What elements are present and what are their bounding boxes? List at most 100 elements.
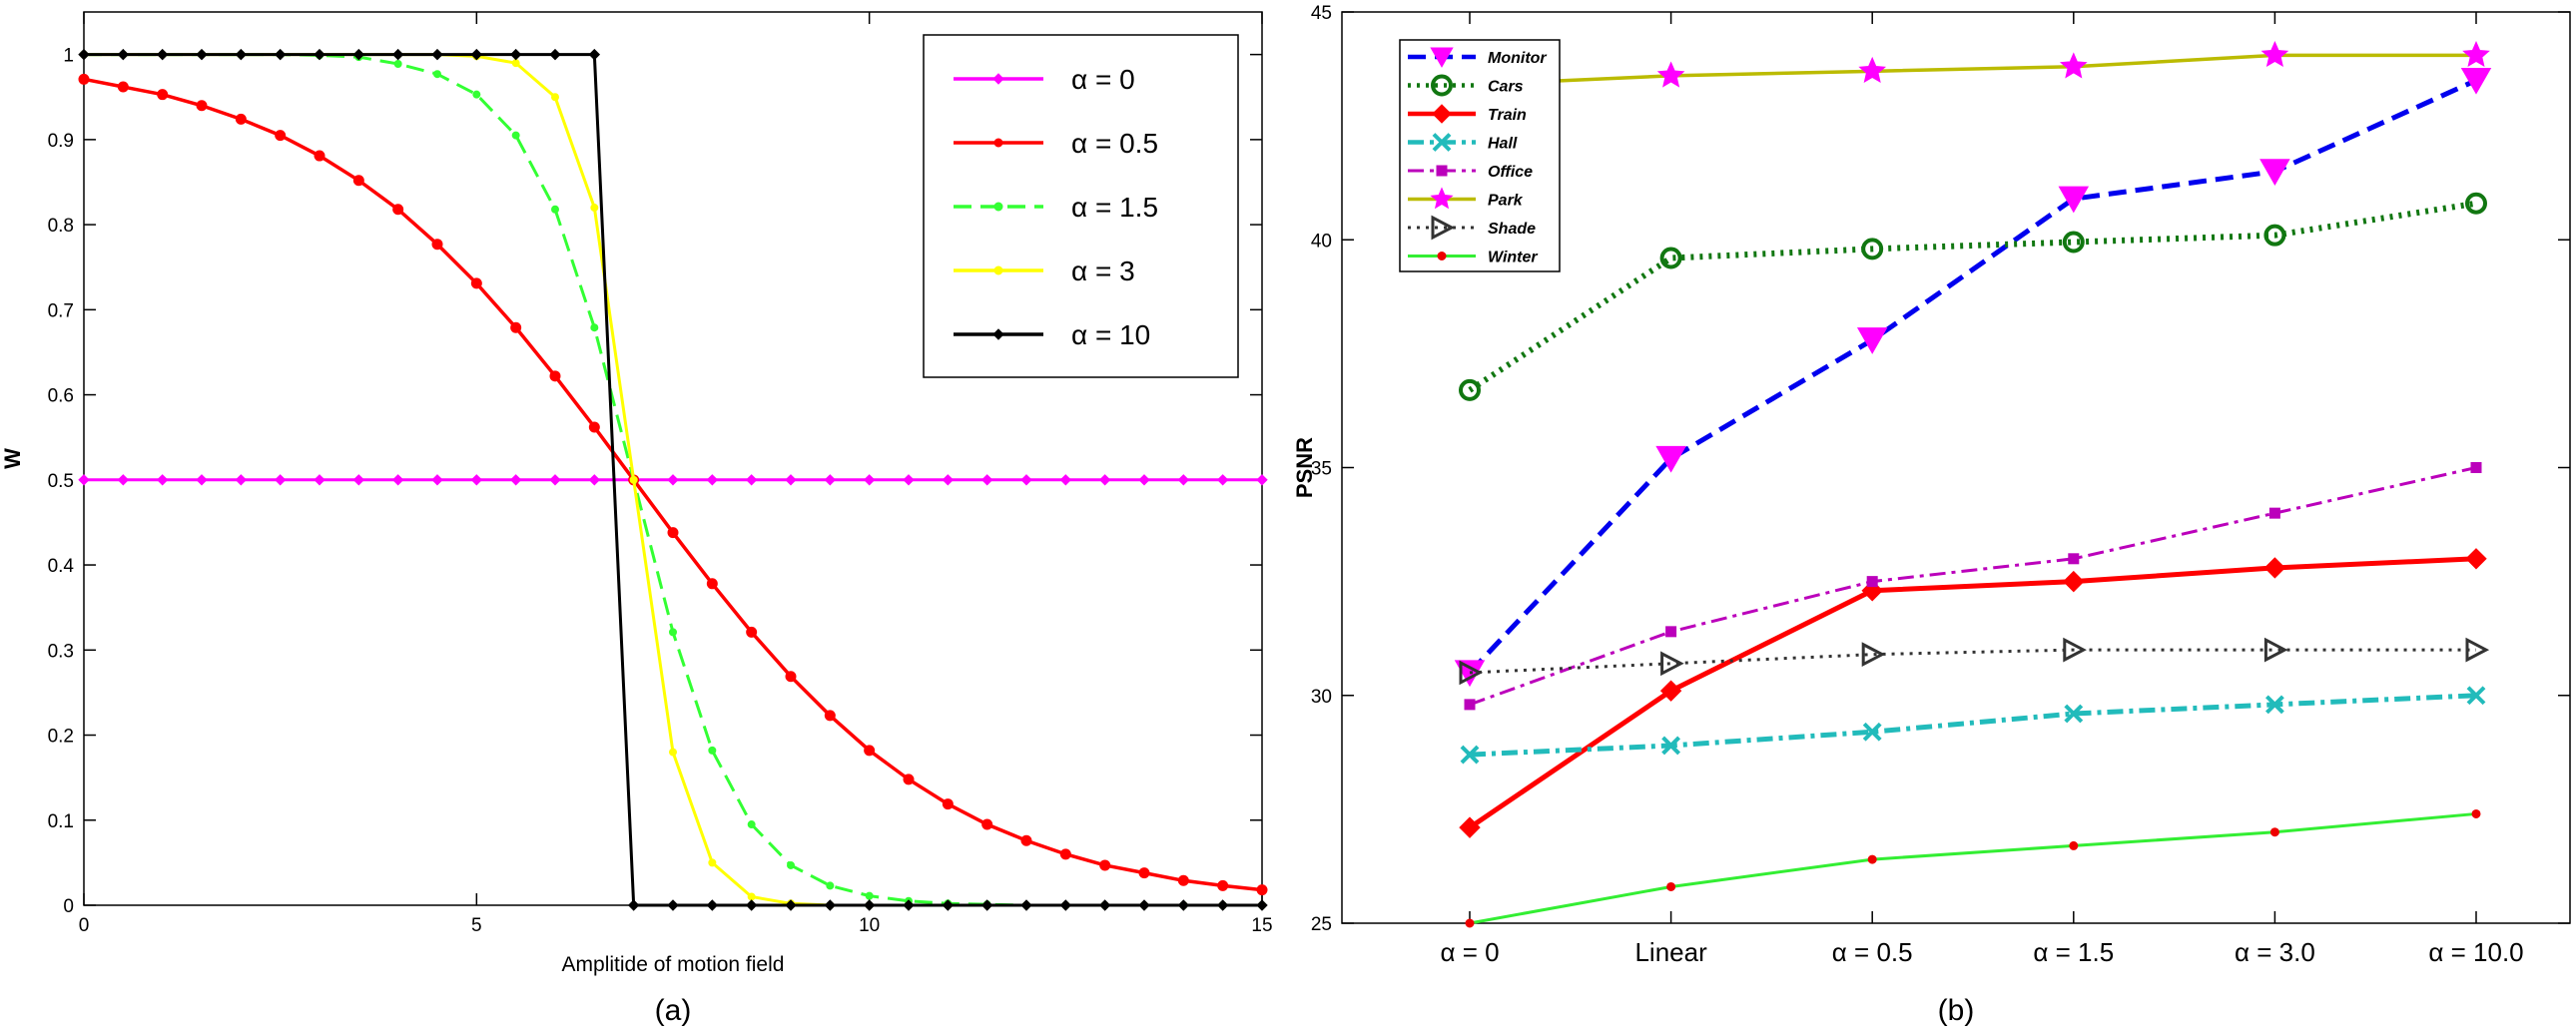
panel-b-data-point	[2069, 840, 2079, 850]
panel-b-y-tick-label: 35	[1311, 459, 1332, 480]
panel-b-data-point	[1660, 651, 1684, 677]
panel-a-data-point	[667, 899, 679, 911]
panel-b-y-tick-label: 45	[1311, 3, 1332, 24]
panel-a-data-point	[708, 858, 717, 867]
panel-b-data-point	[2470, 462, 2482, 473]
panel-a-data-point	[590, 323, 599, 332]
panel-a-data-point	[196, 48, 208, 61]
panel-a-x-tick-label: 5	[471, 915, 482, 936]
panel-b-x-tick-label: α = 3.0	[2235, 937, 2315, 967]
panel-a-data-point	[352, 474, 365, 486]
panel-a-y-tick-label: 0.6	[48, 386, 74, 407]
panel-a-data-point	[1138, 474, 1150, 486]
panel-b-data-point-stroke-2	[2264, 695, 2284, 715]
panel-a-legend-entry-1-5: α = 1.5	[954, 192, 1158, 223]
panel-a-data-point	[352, 48, 365, 61]
panel-b-data-point	[2460, 67, 2492, 95]
panel-a-data-point	[1216, 899, 1229, 911]
panel-a-data-point	[1059, 474, 1072, 486]
panel-a-y-tick-label: 0	[63, 896, 74, 917]
panel-b-series-monitor	[1454, 67, 2492, 688]
panel-a-data-point	[865, 891, 874, 900]
panel-a-data-point	[510, 321, 522, 333]
panel-b-data-point	[2263, 637, 2288, 663]
panel-b-legend-entry-park: Park	[1408, 187, 1524, 210]
panel-b-legend-marker	[1432, 133, 1452, 152]
panel-a-legend-entry-10: α = 10	[954, 319, 1150, 350]
panel-a-y-tick-label: 0.7	[48, 300, 74, 321]
panel-b-series-winter	[1465, 808, 2481, 928]
panel-b-data-point	[1659, 680, 1682, 702]
panel-a-data-point	[826, 881, 835, 890]
panel-a-y-tick-label: 1	[63, 46, 74, 67]
panel-a-data-point	[785, 899, 797, 911]
panel-b-series-line	[1469, 693, 2477, 758]
panel-b-data-point	[2263, 557, 2286, 579]
panel-a-data-point	[1138, 899, 1150, 911]
panel-a-data-point	[275, 130, 287, 142]
panel-a-x-axis-label: Amplitide of motion field	[562, 953, 785, 976]
panel-a-data-point	[470, 277, 482, 289]
panel-a-data-point	[511, 131, 520, 140]
panel-a-data-point	[785, 671, 797, 683]
panel-a-data-point	[1256, 474, 1268, 486]
panel-a-data-point	[196, 474, 208, 486]
panel-a-y-tick-label: 0.5	[48, 471, 74, 492]
panel-a-data-point	[314, 150, 325, 162]
panel-a-data-point	[863, 899, 876, 911]
panel-b-data-point	[2462, 40, 2490, 68]
panel-a-x-tick-label: 10	[859, 915, 880, 936]
panel-a-data-point	[549, 474, 561, 486]
panel-a-data-point	[156, 48, 169, 61]
panel-b-data-point	[2063, 570, 2085, 593]
panel-b-data-point	[1656, 61, 1685, 88]
panel-a-data-point	[588, 474, 601, 486]
panel-b-legend-marker	[1437, 252, 1447, 260]
panel-a-data-point	[549, 48, 561, 61]
panel-b-data-point	[2264, 695, 2284, 715]
panel-a-data-point	[787, 860, 795, 869]
panel-b-data-point	[1659, 247, 1682, 269]
panel-b-legend-entry-office: Office	[1408, 164, 1533, 181]
panel-a-data-point	[1138, 867, 1150, 879]
panel-a-data-point	[509, 48, 522, 61]
panel-b-legend-box	[1399, 39, 1561, 272]
panel-b-data-point	[2058, 186, 2090, 214]
panel-b-legend-label: Winter	[1488, 250, 1538, 266]
panel-a-data-point	[903, 474, 915, 486]
panel-a-y-axis-label: W	[0, 448, 25, 469]
panel-a-data-point	[824, 474, 837, 486]
panel-b-data-point	[1861, 238, 1884, 260]
panel-a-data-point	[1098, 474, 1111, 486]
panel-b-series-cars	[1459, 192, 2487, 401]
panel-b-data-point	[1666, 881, 1676, 891]
panel-a-data-point	[78, 73, 90, 85]
panel-a-data-point	[314, 474, 325, 486]
panel-a-data-point	[669, 748, 677, 757]
panel-b-legend-label: Office	[1488, 164, 1533, 181]
panel-a-data-point	[352, 175, 364, 187]
panel-b-y-axis-label: PSNR	[1292, 437, 1317, 498]
panel-a-data-point	[942, 899, 955, 911]
panel-a-data-point	[1256, 899, 1268, 911]
panel-b-legend-label: Shade	[1488, 221, 1536, 238]
panel-a-data-point	[706, 899, 719, 911]
panel-a-x-tick-label: 0	[79, 915, 90, 936]
panel-b-series-line	[1468, 556, 2477, 830]
panel-b-data-point	[2260, 40, 2289, 68]
panel-b-data-point	[2465, 548, 2487, 570]
panel-a-data-point	[1177, 899, 1190, 911]
panel-b-data-point-stroke-2	[2064, 704, 2084, 724]
panel-a-legend: α = 0 α = 0.5 α = 1.5 α = 3 α = 10	[923, 34, 1239, 378]
panel-a-y-tick-label: 0.1	[48, 811, 74, 832]
panel-b-series-line	[1468, 78, 2478, 675]
panel-b-series-line	[1469, 648, 2476, 675]
panel-a-data-point	[393, 59, 402, 68]
panel-a-legend-entry-3: α = 3	[954, 256, 1135, 286]
panel-a-data-point	[235, 113, 247, 125]
panel-b-legend-marker	[1431, 215, 1456, 241]
panel-a-data-point	[78, 474, 90, 486]
panel-a-data-point	[1059, 848, 1071, 860]
panel-a-data-point	[470, 48, 483, 61]
panel-a-data-point	[667, 527, 679, 539]
